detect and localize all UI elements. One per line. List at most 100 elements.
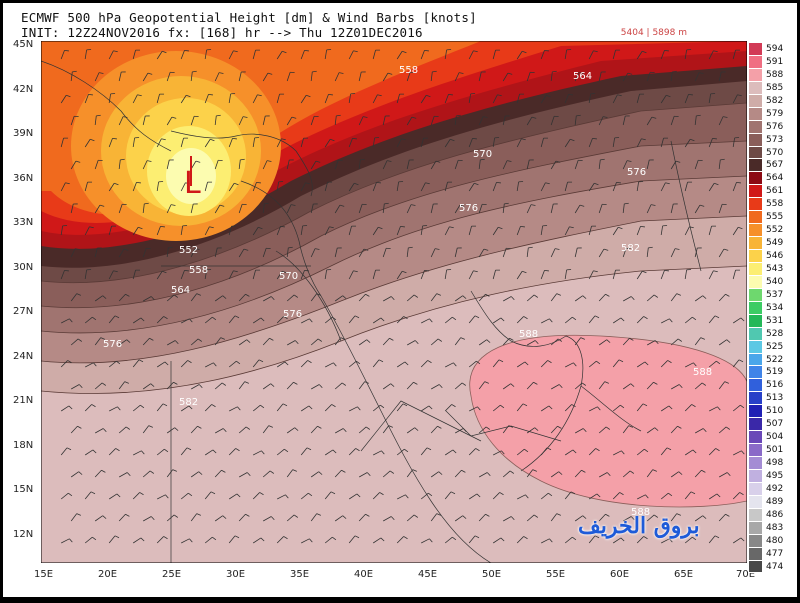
legend-swatch <box>749 68 762 82</box>
legend-swatch <box>749 418 762 432</box>
contour-label: 576 <box>103 339 122 350</box>
legend-row: 573 <box>749 133 795 147</box>
legend-row: 546 <box>749 250 795 263</box>
legend-value: 486 <box>766 509 784 520</box>
lat-tick: 33N <box>13 217 33 228</box>
legend-row: 486 <box>749 508 795 522</box>
legend-row: 495 <box>749 469 795 483</box>
legend-row: 534 <box>749 301 795 315</box>
legend-swatch <box>749 224 762 238</box>
legend-row: 552 <box>749 224 795 238</box>
legend-value: 489 <box>766 496 784 507</box>
low-pressure-marker: L <box>184 166 201 201</box>
legend-swatch <box>749 146 762 160</box>
contour-label: 558 <box>189 265 208 276</box>
contour-label: 564 <box>171 285 190 296</box>
legend-value: 555 <box>766 212 784 223</box>
header: ECMWF 500 hPa Geopotential Height [dm] &… <box>7 6 797 42</box>
lon-tick: 50E <box>482 569 501 580</box>
legend-row: 498 <box>749 457 795 470</box>
lat-tick: 27N <box>13 306 33 317</box>
legend-swatch <box>749 314 762 328</box>
legend-swatch <box>749 405 762 419</box>
legend-value: 522 <box>766 354 784 365</box>
legend-swatch <box>749 534 762 548</box>
legend-swatch <box>749 457 762 470</box>
legend-swatch <box>749 508 762 522</box>
legend-swatch <box>749 43 762 56</box>
legend-row: 522 <box>749 353 795 367</box>
legend-row: 555 <box>749 211 795 225</box>
legend-row: 543 <box>749 262 795 276</box>
legend-swatch <box>749 55 762 69</box>
coastlines <box>41 60 702 563</box>
contour-label: 564 <box>573 71 592 82</box>
legend-value: 585 <box>766 82 784 93</box>
legend-row: 564 <box>749 172 795 186</box>
legend-value: 579 <box>766 108 784 119</box>
contour-label: 582 <box>621 243 640 254</box>
legend-row: 504 <box>749 431 795 445</box>
legend-value: 507 <box>766 419 784 430</box>
legend-swatch <box>749 120 762 134</box>
watermark-logo: بروق الخريف <box>578 513 700 539</box>
contour-label: 576 <box>459 203 478 214</box>
lon-tick: 45E <box>418 569 437 580</box>
legend-value: 576 <box>766 121 784 132</box>
legend-swatch <box>749 521 762 535</box>
lon-tick: 55E <box>546 569 565 580</box>
legend-row: 510 <box>749 405 795 419</box>
lat-tick: 24N <box>13 351 33 362</box>
legend-row: 591 <box>749 55 795 69</box>
legend-value: 516 <box>766 380 784 391</box>
legend-swatch <box>749 107 762 121</box>
legend-row: 567 <box>749 159 795 173</box>
legend-row: 501 <box>749 444 795 457</box>
legend-value: 540 <box>766 276 784 287</box>
legend-row: 585 <box>749 81 795 95</box>
legend-value: 594 <box>766 44 784 54</box>
legend-row: 549 <box>749 237 795 250</box>
lon-tick: 25E <box>162 569 181 580</box>
legend-swatch <box>749 159 762 173</box>
legend-swatch <box>749 288 762 302</box>
legend-value: 549 <box>766 238 784 249</box>
legend-swatch <box>749 366 762 380</box>
legend-swatch <box>749 560 762 574</box>
color-scale-legend: 594 591 588 585 582 579 576 573 570 567 564 561 558 5… <box>749 43 795 574</box>
legend-value: 510 <box>766 406 784 417</box>
legend-value: 474 <box>766 561 784 572</box>
legend-value: 558 <box>766 199 784 210</box>
contour-label: 558 <box>399 65 418 76</box>
legend-value: 567 <box>766 160 784 171</box>
contour-label: 570 <box>279 271 298 282</box>
weather-map: 558 564 570 576 552 558 564 570 576 576 … <box>41 41 747 563</box>
latitude-ticks: 45N 42N 39N 36N 33N 30N 27N 24N 21N 18N … <box>13 39 33 540</box>
lat-tick: 18N <box>13 440 33 451</box>
legend-row: 561 <box>749 185 795 199</box>
contour-label-group: 558 564 570 576 552 558 564 570 576 576 … <box>103 65 712 518</box>
legend-swatch <box>749 275 762 289</box>
contour-label: 582 <box>179 397 198 408</box>
legend-value: 528 <box>766 328 784 339</box>
legend-value: 534 <box>766 302 784 313</box>
legend-row: 483 <box>749 521 795 535</box>
longitude-ticks: 15E 20E 25E 30E 35E 40E 45E 50E 55E 60E … <box>34 569 755 580</box>
legend-value: 573 <box>766 134 784 145</box>
contour-label: 588 <box>519 329 538 340</box>
legend-value: 495 <box>766 470 784 481</box>
legend-row: 540 <box>749 275 795 289</box>
legend-swatch <box>749 94 762 108</box>
legend-row: 570 <box>749 146 795 160</box>
lon-tick: 40E <box>354 569 373 580</box>
legend-value: 564 <box>766 173 784 184</box>
legend-row: 594 <box>749 43 795 56</box>
legend-row: 531 <box>749 314 795 328</box>
legend-row: 579 <box>749 107 795 121</box>
legend-value: 561 <box>766 186 784 197</box>
legend-row: 492 <box>749 482 795 496</box>
legend-swatch <box>749 353 762 367</box>
lat-tick: 15N <box>13 484 33 495</box>
legend-value: 519 <box>766 367 784 378</box>
legend-value: 492 <box>766 483 784 494</box>
